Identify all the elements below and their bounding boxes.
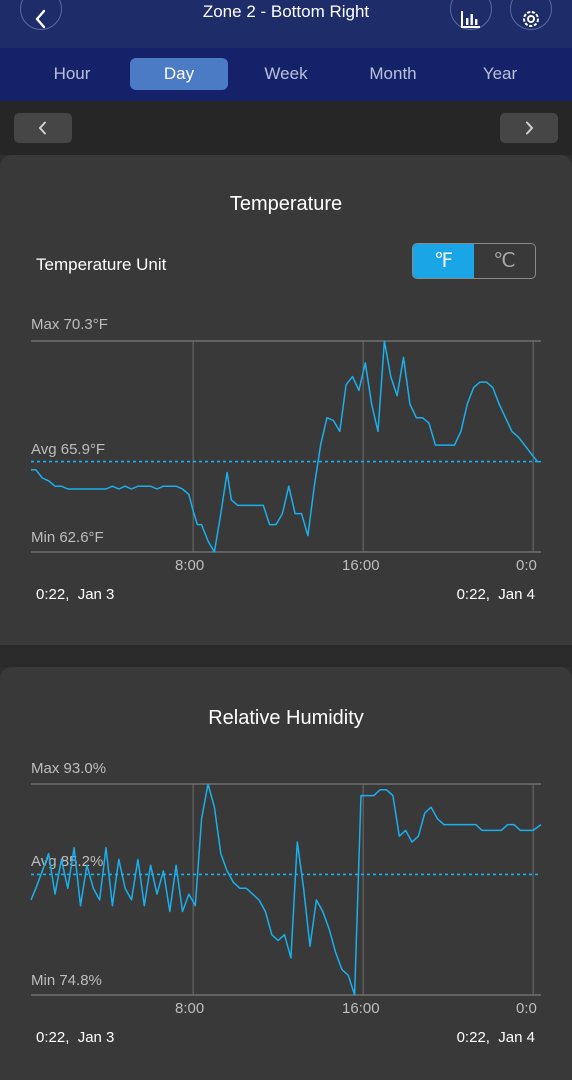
- temperature-unit-toggle[interactable]: ℉ ℃: [412, 243, 536, 279]
- date-navigation: [0, 101, 572, 155]
- fahrenheit-option[interactable]: ℉: [413, 244, 474, 278]
- temperature-end-label: 0:22, Jan 4: [456, 586, 535, 603]
- temperature-start-label: 0:22, Jan 3: [36, 586, 115, 603]
- humidity-tick-8: 8:00: [175, 1000, 205, 1017]
- tab-week[interactable]: Week: [264, 64, 308, 83]
- tab-day[interactable]: Day: [130, 58, 228, 90]
- card-divider: [0, 645, 572, 667]
- temperature-max-label: Max 70.3°F: [31, 316, 108, 333]
- temperature-tick-16: 16:00: [342, 557, 380, 574]
- temperature-min-label: Min 62.6°F: [31, 529, 104, 546]
- humidity-start-label: 0:22, Jan 3: [36, 1029, 115, 1046]
- tab-hour[interactable]: Hour: [53, 64, 91, 83]
- previous-day-button[interactable]: [14, 113, 72, 143]
- temperature-card: Temperature Temperature Unit ℉ ℃: [0, 155, 572, 645]
- temperature-unit-label: Temperature Unit: [36, 255, 167, 274]
- header-bar: Zone 2 - Bottom Right: [0, 0, 572, 48]
- bar-chart-icon: [461, 11, 480, 28]
- tab-year[interactable]: Year: [482, 64, 518, 83]
- humidity-card: Relative Humidity: [0, 667, 572, 1080]
- celsius-option[interactable]: ℃: [493, 250, 516, 272]
- gear-icon: [523, 11, 539, 27]
- tab-month[interactable]: Month: [369, 64, 417, 83]
- humidity-title: Relative Humidity: [208, 707, 364, 729]
- temperature-title: Temperature: [229, 193, 343, 215]
- humidity-min-label: Min 74.8%: [31, 972, 102, 989]
- chevron-right-icon: [526, 121, 534, 135]
- humidity-end-label: 0:22, Jan 4: [456, 1029, 535, 1046]
- range-tabs: Hour Day Week Month Year: [0, 48, 572, 101]
- page-title: Zone 2 - Bottom Right: [202, 2, 370, 21]
- humidity-series-line-0: [30, 783, 542, 996]
- humidity-tick-16: 16:00: [342, 1000, 380, 1017]
- temperature-avg-label: Avg 65.9°F: [31, 441, 106, 458]
- next-day-button[interactable]: [500, 113, 558, 143]
- temperature-tick-24: 0:0: [516, 557, 537, 574]
- humidity-max-label: Max 93.0%: [31, 760, 107, 777]
- chevron-left-icon: [35, 9, 46, 29]
- chevron-left-icon: [38, 121, 46, 135]
- temperature-series-line-0: [31, 340, 541, 553]
- temperature-tick-8: 8:00: [175, 557, 205, 574]
- humidity-tick-24: 0:0: [516, 1000, 537, 1017]
